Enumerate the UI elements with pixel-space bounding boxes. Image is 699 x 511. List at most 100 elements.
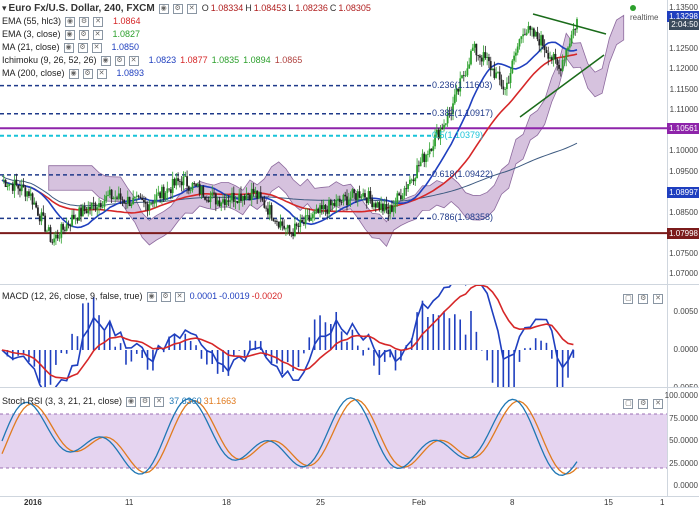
candle-body (504, 89, 507, 90)
candle-body (225, 200, 228, 205)
settings-icon[interactable]: ⚙ (160, 291, 171, 302)
macd-chart[interactable] (0, 285, 667, 387)
candle-body (509, 73, 512, 83)
collapse-icon[interactable]: ▾ (2, 3, 7, 13)
close-icon[interactable]: ✕ (174, 291, 185, 302)
indicator-value: 1.0894 (243, 55, 271, 65)
stoch-chart[interactable] (0, 388, 667, 496)
eye-icon[interactable]: ◉ (65, 16, 76, 27)
candle-body (38, 215, 41, 222)
settings-icon[interactable]: ⚙ (172, 3, 183, 14)
pane-separator[interactable] (0, 284, 699, 285)
close-icon[interactable]: ✕ (92, 29, 103, 40)
macd-histogram-bar (367, 347, 370, 350)
indicator-legend-row[interactable]: EMA (3, close) ◉ ⚙ ✕ 1.0827 (2, 28, 371, 41)
close-icon[interactable]: ✕ (96, 68, 107, 79)
candle-body (439, 128, 442, 139)
candle-body (525, 32, 528, 35)
eye-icon[interactable]: ◉ (64, 29, 75, 40)
macd-histogram-bar (292, 350, 294, 372)
eye-icon[interactable]: ◉ (146, 291, 157, 302)
candle-body (130, 204, 133, 207)
candle-body (407, 184, 409, 189)
macd-histogram-bar (232, 350, 235, 357)
maximize-icon[interactable]: ▢ (623, 399, 634, 409)
macd-histogram-bar (92, 297, 95, 350)
candle-body (247, 194, 250, 195)
candle-body (47, 227, 50, 231)
price-legend: ▾ Euro Fx/U.S. Dollar, 240, FXCM ◉ ⚙ ✕ O… (2, 2, 371, 80)
candle-body (168, 188, 171, 190)
settings-icon[interactable]: ⚙ (79, 16, 90, 27)
candle-body (403, 188, 406, 196)
close-icon[interactable]: ✕ (186, 3, 197, 14)
price-axis[interactable]: 1.135001.130001.125001.120001.115001.110… (667, 0, 699, 284)
candle-body (281, 221, 284, 226)
time-axis[interactable]: 2016 11 18 25 Feb 8 15 1 (0, 496, 699, 511)
macd-histogram-bar (491, 350, 494, 383)
candle-body (408, 179, 411, 185)
candle-body (423, 153, 426, 163)
price-tick-label: 1.12000 (669, 64, 698, 74)
macd-histogram-bar (141, 350, 143, 358)
candle-body (250, 188, 253, 201)
macd-histogram-bar (189, 341, 192, 350)
settings-icon[interactable]: ⚙ (638, 294, 649, 304)
indicator-legend-row[interactable]: Ichimoku (9, 26, 52, 26) ◉ ⚙ ✕ 1.0823 1.0877 1… (2, 54, 371, 67)
macd-histogram-bar (76, 336, 79, 350)
fib-label: 0.5(1.10379) (432, 129, 484, 140)
eye-icon[interactable]: ◉ (63, 42, 74, 53)
indicator-legend-row[interactable]: MA (21, close) ◉ ⚙ ✕ 1.0850 (2, 41, 371, 54)
candle-body (529, 26, 532, 30)
candle-body (58, 237, 61, 239)
candle-body (513, 55, 516, 61)
eye-icon[interactable]: ◉ (126, 396, 137, 407)
indicator-name: MA (200, close) (2, 68, 65, 78)
candle-body (534, 31, 537, 37)
candle-body (380, 203, 383, 210)
candle-body (121, 199, 124, 201)
indicator-legend-row[interactable]: MA (200, close) ◉ ⚙ ✕ 1.0893 (2, 67, 371, 80)
price-chart[interactable] (0, 0, 667, 284)
eye-icon[interactable]: ◉ (100, 55, 111, 66)
price-pane[interactable]: ▾ Euro Fx/U.S. Dollar, 240, FXCM ◉ ⚙ ✕ O… (0, 0, 667, 284)
stoch-axis[interactable]: 100.0000 75.0000 50.0000 25.0000 0.0000 (665, 388, 699, 496)
stoch-pane[interactable]: Stoch RSI (3, 3, 21, 21, close) ◉ ⚙ ✕ 37… (0, 388, 667, 496)
settings-icon[interactable]: ⚙ (77, 42, 88, 53)
eye-icon[interactable]: ◉ (158, 3, 169, 14)
maximize-icon[interactable]: ▢ (623, 294, 634, 304)
indicator-legend-row[interactable]: EMA (55, hlc3) ◉ ⚙ ✕ 1.0864 (2, 15, 371, 28)
candle-body (531, 28, 533, 30)
candle-body (335, 200, 338, 206)
candle-body (421, 153, 424, 162)
status-dot-icon (630, 5, 636, 11)
candle-body (461, 75, 463, 79)
close-icon[interactable]: ✕ (653, 399, 663, 409)
candle-body (558, 64, 560, 69)
macd-histogram-bar (464, 334, 467, 350)
settings-icon[interactable]: ⚙ (140, 396, 151, 407)
candle-body (46, 230, 48, 232)
price-label-box: 1.07998 (667, 228, 699, 240)
eye-icon[interactable]: ◉ (68, 68, 79, 79)
pane-separator[interactable] (0, 387, 699, 388)
close-icon[interactable]: ✕ (128, 55, 139, 66)
candle-body (441, 128, 444, 129)
macd-pane[interactable]: MACD (12, 26, close, 9, false, true) ◉ ⚙… (0, 285, 667, 387)
settings-icon[interactable]: ⚙ (82, 68, 93, 79)
macd-histogram-bar (513, 350, 515, 387)
candle-body (116, 197, 118, 199)
macd-histogram-bar (238, 350, 240, 351)
macd-histogram-bar (227, 350, 230, 376)
ohlc-high-label: H (245, 3, 252, 13)
candle-body (400, 195, 402, 200)
close-icon[interactable]: ✕ (91, 42, 102, 53)
settings-icon[interactable]: ⚙ (638, 399, 649, 409)
close-icon[interactable]: ✕ (653, 294, 663, 304)
settings-icon[interactable]: ⚙ (114, 55, 125, 66)
settings-icon[interactable]: ⚙ (78, 29, 89, 40)
close-icon[interactable]: ✕ (154, 396, 165, 407)
candle-body (28, 191, 30, 196)
close-icon[interactable]: ✕ (93, 16, 104, 27)
